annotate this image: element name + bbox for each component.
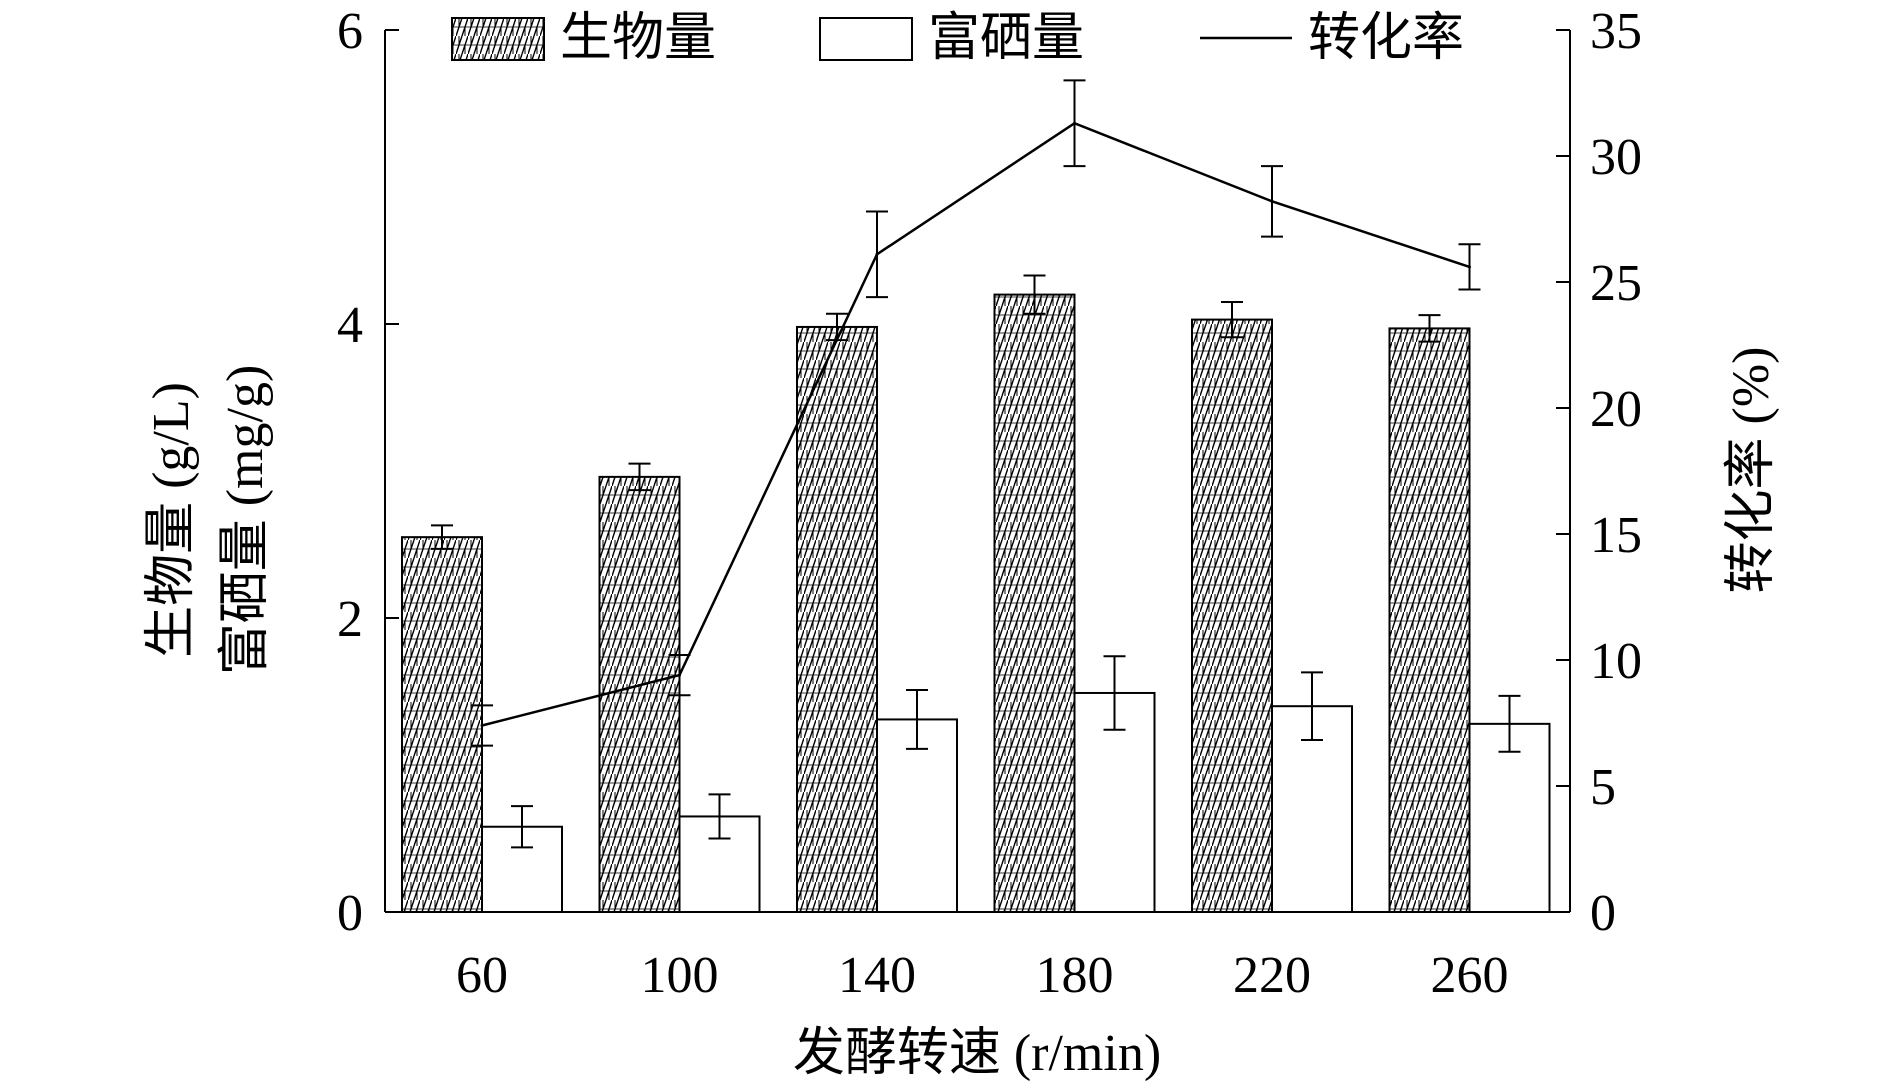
x-tick-label-260: 260 bbox=[1431, 947, 1509, 1004]
y-right-tick-label-20: 20 bbox=[1590, 381, 1642, 438]
y-right-tick-label-0: 0 bbox=[1590, 885, 1616, 942]
bar-biomass-220 bbox=[1191, 318, 1273, 913]
y-right-tick-label-15: 15 bbox=[1590, 507, 1642, 564]
legend: 生物量 富硒量 转化率 bbox=[451, 10, 1464, 67]
x-tick-label-180: 180 bbox=[1036, 947, 1114, 1004]
bar-biomass-260 bbox=[1388, 327, 1471, 914]
legend-swatch-biomass bbox=[451, 17, 545, 61]
y-left-axis-title-se: 富硒量 (mg/g) bbox=[217, 365, 274, 676]
line-conversion bbox=[481, 121, 1470, 727]
y-right-tick-label-5: 5 bbox=[1590, 759, 1616, 816]
bar-biomass-60 bbox=[401, 536, 483, 914]
bar-biomass-140 bbox=[796, 325, 878, 913]
y-right-tick-label-10: 10 bbox=[1590, 633, 1642, 690]
x-tick-label-60: 60 bbox=[456, 947, 508, 1004]
legend-swatch-se-content bbox=[819, 17, 913, 61]
line-layer bbox=[471, 79, 1481, 747]
y-left-tick-label-0: 0 bbox=[337, 885, 363, 942]
bar-biomass-100 bbox=[598, 475, 681, 913]
x-axis-title: 发酵转速 (r/min) bbox=[793, 1025, 1161, 1082]
bar-se-content-260 bbox=[1468, 722, 1551, 914]
bar-biomass-180 bbox=[993, 293, 1076, 914]
bars-layer bbox=[401, 274, 1551, 914]
x-tick-label-220: 220 bbox=[1233, 947, 1311, 1004]
y-right-tick-label-25: 25 bbox=[1590, 255, 1642, 312]
y-right-tick-label-35: 35 bbox=[1590, 3, 1642, 60]
legend-label-se-content: 富硒量 bbox=[928, 10, 1084, 67]
y-right-axis-title: 转化率 (%) bbox=[1723, 347, 1780, 594]
legend-label-conversion: 转化率 bbox=[1308, 10, 1464, 67]
y-left-axis-title-biomass: 生物量 (g/L) bbox=[143, 382, 200, 658]
y-right-tick-label-30: 30 bbox=[1590, 129, 1642, 186]
x-tick-label-140: 140 bbox=[838, 947, 916, 1004]
y-left-tick-label-4: 4 bbox=[337, 297, 363, 354]
x-tick-label-100: 100 bbox=[641, 947, 719, 1004]
legend-label-biomass: 生物量 bbox=[560, 10, 716, 67]
y-left-tick-label-6: 6 bbox=[337, 3, 363, 60]
y-left-tick-label-2: 2 bbox=[337, 591, 363, 648]
